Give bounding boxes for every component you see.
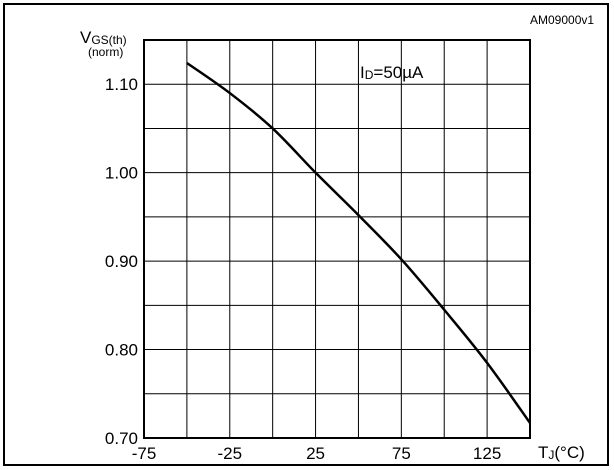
x-tick-label: 125 xyxy=(473,444,501,463)
y-axis-label: VGS(th) xyxy=(80,28,127,47)
y-tick-label: 0.90 xyxy=(105,252,138,271)
x-tick-label: -25 xyxy=(217,444,242,463)
y-tick-label: 1.00 xyxy=(105,164,138,183)
x-tick-label: -75 xyxy=(132,444,157,463)
series-line xyxy=(186,61,532,424)
y-tick-label: 1.10 xyxy=(105,75,138,94)
annotation: ID=50µA xyxy=(360,63,424,82)
x-tick-label: 25 xyxy=(306,444,325,463)
x-tick-labels: -75 -25 25 75 125 xyxy=(132,444,502,463)
x-axis-label: TJ(°C) xyxy=(538,443,585,462)
y-tick-label: 0.70 xyxy=(105,429,138,448)
plot-area xyxy=(143,39,531,439)
series-group xyxy=(186,61,532,424)
grid xyxy=(144,40,530,438)
y-tick-label: 0.80 xyxy=(105,341,138,360)
x-tick-label: 75 xyxy=(392,444,411,463)
figure-id: AM09000v1 xyxy=(530,13,594,27)
y-axis-label-note: (norm) xyxy=(88,45,123,59)
y-tick-labels: 0.70 0.80 0.90 1.00 1.10 xyxy=(105,75,138,448)
chart-frame xyxy=(3,3,609,466)
